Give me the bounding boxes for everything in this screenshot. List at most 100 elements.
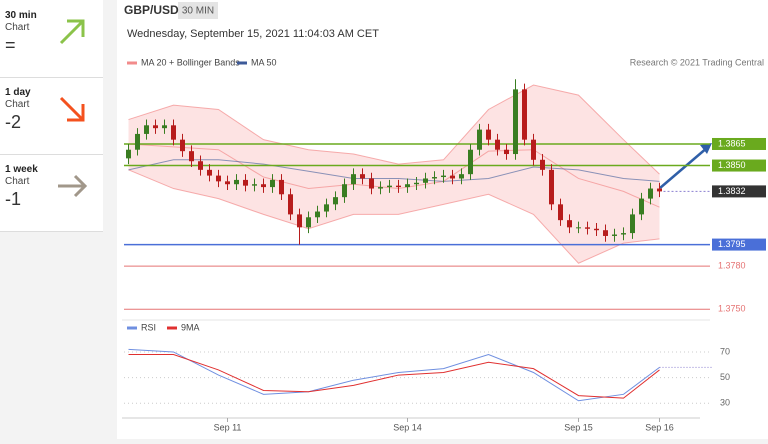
- forecast-arrowhead: [700, 143, 712, 154]
- candle-body: [477, 129, 482, 150]
- candle-body: [639, 198, 644, 215]
- chart: GBP/USD 30 MIN Wednesday, September 15, …: [122, 2, 766, 432]
- candle-body: [306, 217, 311, 228]
- candle-body: [144, 125, 149, 134]
- candle-body: [594, 228, 599, 231]
- candle-body: [558, 204, 563, 221]
- candle-body: [522, 89, 527, 140]
- candle-body: [468, 149, 473, 175]
- card[interactable]: 30 min Chart =: [0, 0, 103, 78]
- credit: Research © 2021 Trading Central: [630, 57, 764, 67]
- candle-body: [378, 187, 383, 189]
- arrow-icon: [59, 19, 85, 45]
- candle-body: [414, 182, 419, 185]
- candle-body: [171, 125, 176, 140]
- candle-body: [342, 184, 347, 198]
- candle-body: [495, 139, 500, 150]
- level-box: [712, 137, 766, 150]
- candle-body: [261, 184, 266, 188]
- forecast-arrow: [659, 146, 709, 189]
- value: -2: [5, 112, 22, 132]
- band-line: [128, 169, 660, 264]
- candle-body: [225, 181, 230, 185]
- subtitle: Wednesday, September 15, 2021 11:04:03 A…: [127, 28, 379, 40]
- level-label: 1.3850: [718, 160, 746, 170]
- candle-body: [531, 139, 536, 160]
- value: -1: [5, 189, 22, 209]
- x-tick-label: Sep 11: [214, 422, 242, 432]
- period: 30 min: [5, 10, 37, 21]
- level-label: 1.3832: [718, 186, 746, 196]
- candle-body: [513, 89, 518, 155]
- candle-body: [198, 161, 203, 170]
- candle-body: [621, 233, 626, 235]
- level-label: 1.3750: [718, 304, 746, 314]
- level-label: 1.3780: [718, 261, 746, 271]
- legend-label: 9MA: [181, 322, 200, 332]
- chart-title: GBP/USD: [124, 3, 179, 17]
- arrow-icon: [58, 174, 88, 198]
- candle-body: [180, 139, 185, 152]
- card[interactable]: 1 day Chart -2: [0, 77, 103, 155]
- x-tick-label: Sep 16: [645, 422, 674, 432]
- candle-body: [432, 177, 437, 179]
- candle-body: [441, 175, 446, 178]
- timeframe: 30 MIN: [182, 6, 214, 17]
- y-tick-label: 30: [720, 398, 730, 408]
- candle-body: [351, 174, 356, 185]
- candle-body: [288, 194, 293, 215]
- sidebar: 30 min Chart = 1 day Chart -2 1 week Cha…: [0, 0, 103, 232]
- chart-panel: GBP/USD 30 MIN Wednesday, September 15, …: [117, 0, 768, 439]
- candle-body: [549, 169, 554, 205]
- candle-body: [162, 125, 167, 129]
- candle-body: [333, 197, 338, 205]
- candle-body: [630, 214, 635, 234]
- level-box: [712, 185, 766, 198]
- candle-body: [234, 179, 239, 185]
- candle-body: [324, 204, 329, 212]
- candle-body: [279, 179, 284, 195]
- candle-body: [360, 174, 365, 179]
- rsi-line: [128, 348, 660, 402]
- level-box: [712, 159, 766, 172]
- candle-body: [243, 179, 248, 186]
- value: =: [5, 35, 16, 55]
- candle-body: [126, 149, 131, 159]
- candle-body: [567, 220, 572, 228]
- arrow-icon: [59, 96, 85, 122]
- candle-body: [387, 185, 392, 188]
- candle-body: [207, 169, 212, 176]
- candle-body: [216, 175, 221, 182]
- period: 1 day: [5, 87, 31, 98]
- legend-label: RSI: [141, 322, 156, 332]
- candle-body: [405, 184, 410, 188]
- rsi-line: [128, 354, 660, 399]
- candle-body: [270, 179, 275, 188]
- candle-body: [585, 227, 590, 229]
- candle-body: [189, 151, 194, 162]
- label: Chart: [5, 176, 30, 187]
- x-tick-label: Sep 15: [564, 422, 593, 432]
- candle-body: [459, 174, 464, 179]
- candle-body: [504, 149, 509, 155]
- period: 1 week: [5, 164, 38, 175]
- candle-body: [657, 188, 662, 192]
- candle-body: [297, 214, 302, 228]
- candle-body: [135, 133, 140, 150]
- candle-body: [315, 211, 320, 218]
- candle-body: [450, 175, 455, 179]
- candle-body: [648, 188, 653, 199]
- level-label: 1.3865: [718, 138, 746, 148]
- candle-body: [486, 129, 491, 140]
- candle-body: [612, 234, 617, 236]
- candle-body: [396, 185, 401, 188]
- timeframe-button[interactable]: [178, 2, 218, 19]
- card[interactable]: 1 week Chart -1: [0, 154, 103, 232]
- y-tick-label: 70: [720, 346, 730, 356]
- band-line: [128, 84, 660, 175]
- candle-body: [153, 125, 158, 129]
- candle-body: [576, 227, 581, 229]
- candle-body: [540, 159, 545, 170]
- candle-body: [423, 178, 428, 183]
